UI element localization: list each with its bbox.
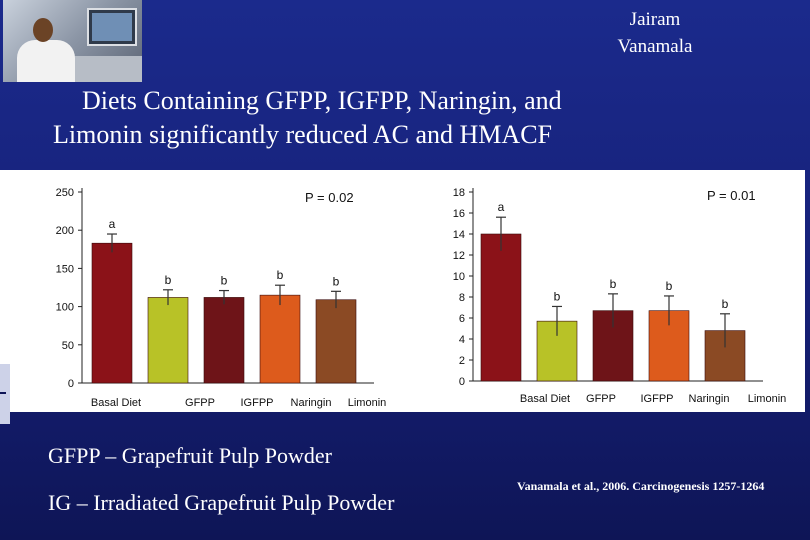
ac-y-tick-label: 250	[56, 187, 74, 199]
slide-title-line-1: Diets Containing GFPP, IGFPP, Naringin, …	[82, 86, 562, 115]
hmacf-y-tick-label: 2	[459, 355, 465, 367]
hmacf-p-value: P = 0.01	[707, 188, 756, 203]
hmacf-category-label: Naringin	[689, 393, 730, 405]
ac-category-label: Limonin	[348, 397, 387, 409]
ac-bar	[91, 242, 133, 384]
hmacf-y-tick-label: 6	[459, 313, 465, 325]
hmacf-y-tick-label: 12	[453, 250, 465, 262]
hmacf-significance-label: a	[498, 200, 505, 214]
hmacf-y-tick-label: 14	[453, 229, 465, 241]
definition-ig: IG – Irradiated Grapefruit Pulp Powder	[48, 490, 395, 515]
ac-significance-label: b	[277, 268, 284, 282]
ac-bar	[315, 299, 357, 384]
hmacf-significance-label: b	[554, 289, 561, 303]
ac-y-tick-label: 100	[56, 302, 74, 314]
ac-category-label: IGFPP	[240, 397, 273, 409]
hmacf-category-label: GFPP	[586, 393, 616, 405]
ac-bar-chart-svg: 0 50 100 150 200 250 a b b b b Basal Diet GFPP IGFPP N…	[56, 187, 387, 409]
ac-significance-label: b	[333, 274, 340, 288]
ac-p-value: P = 0.02	[305, 190, 354, 205]
ac-y-tick-label: 50	[62, 340, 74, 352]
author-name: Jairam Vanamala	[590, 6, 720, 60]
hmacf-y-tick-label: 0	[459, 376, 465, 388]
hmacf-y-tick-label: 16	[453, 208, 465, 220]
author-last-name: Vanamala	[617, 36, 693, 57]
ac-y-tick-label: 0	[68, 378, 74, 390]
slide-edge-marker	[0, 364, 10, 424]
citation: Vanamala et al., 2006. Carcinogenesis 12…	[517, 479, 765, 493]
ac-significance-label: b	[221, 274, 228, 288]
ac-category-label: GFPP	[185, 397, 215, 409]
ac-significance-label: a	[109, 217, 116, 231]
hmacf-category-label: IGFPP	[640, 393, 673, 405]
ac-bar-chart: 0 50 100 150 200 250 a b b b b Basal Diet GFPP IGFPP N…	[0, 170, 436, 412]
ac-y-tick-label: 200	[56, 225, 74, 237]
ac-bar	[203, 297, 245, 384]
slide-title-line-2: Limonin significantly reduced AC and HMA…	[53, 120, 553, 149]
hmacf-significance-label: b	[610, 277, 617, 291]
hmacf-category-label: Basal Diet	[520, 393, 570, 405]
ac-category-label: Basal Diet	[91, 397, 141, 409]
hmacf-bar	[480, 233, 522, 382]
author-photo	[3, 0, 142, 82]
author-first-name: Jairam	[629, 9, 681, 30]
hmacf-bar-chart-svg: 0 2 4 6 8 10 12 14 16 18 a b b b b Basal Diet GFPP IGFPP N…	[453, 187, 787, 405]
hmacf-y-tick-label: 10	[453, 271, 465, 283]
hmacf-bar-chart: 0 2 4 6 8 10 12 14 16 18 a b b b b Basal Diet GFPP IGFPP N…	[405, 170, 805, 412]
ac-y-tick-label: 150	[56, 263, 74, 275]
hmacf-category-label: Limonin	[748, 393, 787, 405]
hmacf-significance-label: b	[666, 279, 673, 293]
ac-bar	[259, 294, 301, 384]
ac-significance-label: b	[165, 273, 172, 287]
hmacf-y-tick-label: 4	[459, 334, 465, 346]
ac-bar	[147, 297, 189, 384]
hmacf-y-tick-label: 18	[453, 187, 465, 199]
ac-category-label: Naringin	[291, 397, 332, 409]
hmacf-y-tick-label: 8	[459, 292, 465, 304]
hmacf-significance-label: b	[722, 297, 729, 311]
definition-gfpp: GFPP – Grapefruit Pulp Powder	[48, 443, 332, 468]
